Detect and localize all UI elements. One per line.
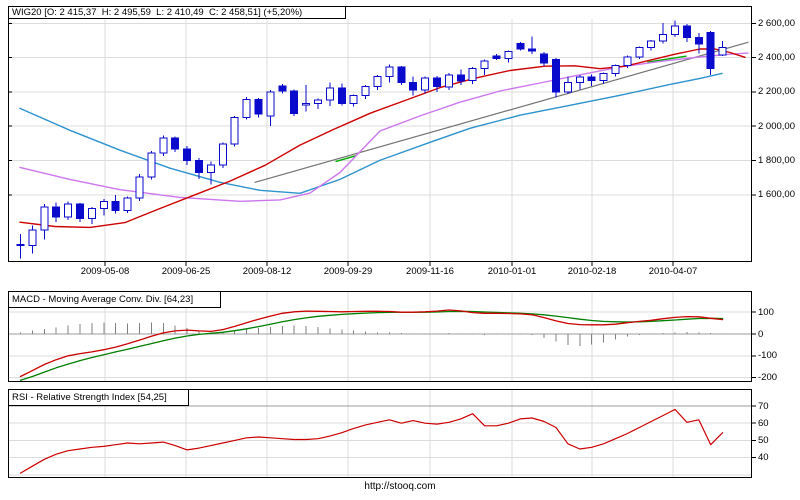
main-chart-panel — [8, 6, 752, 262]
macd-title: MACD - Moving Average Conv. Div. [64,23] — [9, 292, 221, 308]
rsi-title: RSI - Relative Strength Index [54,25] — [9, 390, 189, 406]
main-chart-title: WIG20 [O: 2 415,37 H: 2 495,59 L: 2 410,… — [9, 7, 346, 19]
footer-url: http://stooq.com — [364, 481, 436, 492]
macd-panel — [8, 291, 752, 382]
rsi-panel — [8, 389, 752, 478]
